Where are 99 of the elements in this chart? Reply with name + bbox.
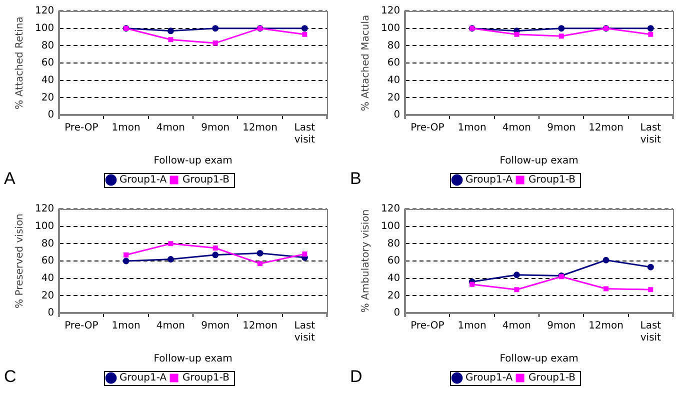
y-tick-label: 60 <box>41 256 54 267</box>
x-tick-label: 12mon <box>242 320 278 332</box>
x-tick-label: 12mon <box>588 122 624 134</box>
point <box>167 256 174 263</box>
point <box>514 32 520 37</box>
y-tick-label: 40 <box>41 272 54 284</box>
x-axis-title: Follow-up exam <box>500 354 578 365</box>
x-tick-label: 12mon <box>242 122 278 134</box>
y-tick-label: 0 <box>48 308 54 319</box>
y-tick-label: 20 <box>387 92 400 104</box>
x-tick-label: 1mon <box>112 122 140 134</box>
x-axis-title: Follow-up exam <box>154 156 232 167</box>
y-tick-label: 100 <box>380 22 400 34</box>
point <box>602 256 610 264</box>
point <box>124 252 129 258</box>
legend-label: Group1-A <box>466 372 513 384</box>
y-tick-label: 120 <box>34 6 54 17</box>
x-tick-label: 9mon <box>201 320 230 332</box>
y-tick-label: 40 <box>41 74 54 86</box>
point <box>212 25 219 32</box>
y-tick-label: 60 <box>387 58 400 69</box>
point <box>647 264 654 270</box>
point <box>212 40 218 46</box>
point <box>470 282 475 287</box>
x-tick-label: 4mon <box>502 320 531 332</box>
point <box>513 272 520 278</box>
point <box>648 32 654 37</box>
x-tick-label: Pre-OP <box>410 320 444 332</box>
point <box>258 261 263 266</box>
x-tick-label: Last visit <box>640 122 662 146</box>
text: C <box>4 367 16 387</box>
point <box>212 252 219 258</box>
y-axis-title: % Attached Macula <box>360 14 372 112</box>
legend-label: Group1-B <box>528 174 576 186</box>
point <box>168 37 174 42</box>
x-tick-label: 4mon <box>156 320 185 332</box>
y-tick-label: 0 <box>394 308 400 319</box>
point <box>212 245 218 251</box>
legend-label: Group1-A <box>120 372 167 384</box>
y-tick-label: 40 <box>387 74 400 86</box>
legend-label: Group1-B <box>182 174 230 186</box>
x-axis-title: Follow-up exam <box>500 156 578 167</box>
point <box>168 241 174 246</box>
x-tick-label: 9mon <box>547 122 576 134</box>
y-tick-label: 120 <box>380 204 400 215</box>
x-tick-label: Last visit <box>640 320 662 344</box>
y-tick-label: 0 <box>394 110 400 121</box>
legend-label: Group1-A <box>120 174 167 186</box>
x-tick-label: Last visit <box>294 122 316 146</box>
y-tick-label: 60 <box>41 58 54 69</box>
x-tick-label: Pre-OP <box>410 122 444 134</box>
text: D <box>350 367 362 387</box>
y-tick-label: 60 <box>387 256 400 267</box>
x-tick-label: 1mon <box>458 122 486 134</box>
point <box>648 287 654 292</box>
y-tick-label: 80 <box>41 40 54 52</box>
y-tick-label: 120 <box>380 6 400 17</box>
legend-label: Group1-B <box>182 372 230 384</box>
x-axis-title: Follow-up exam <box>154 354 232 365</box>
point <box>302 32 308 37</box>
y-tick-label: 120 <box>34 204 54 215</box>
x-tick-label: 4mon <box>502 122 531 134</box>
x-tick-label: Last visit <box>294 320 316 344</box>
point <box>122 258 130 264</box>
point <box>302 252 308 257</box>
y-tick-label: 20 <box>41 290 54 302</box>
x-tick-label: Pre-OP <box>64 122 98 134</box>
point <box>558 25 565 32</box>
y-tick-label: 100 <box>380 220 400 232</box>
point <box>301 25 308 32</box>
text: B <box>350 169 362 189</box>
text: A <box>4 169 16 189</box>
y-tick-label: 80 <box>387 238 400 250</box>
legend-label: Group1-B <box>528 372 576 384</box>
point <box>514 287 520 292</box>
y-axis-title: % Preserved vision <box>14 214 26 308</box>
y-tick-label: 100 <box>34 220 54 232</box>
y-tick-label: 100 <box>34 22 54 34</box>
point <box>256 250 264 256</box>
x-tick-label: 1mon <box>112 320 140 332</box>
point <box>647 25 654 32</box>
y-tick-label: 40 <box>387 272 400 284</box>
y-tick-label: 80 <box>387 40 400 52</box>
y-axis-title: % Attached Retina <box>14 16 26 110</box>
legend-label: Group1-A <box>466 174 513 186</box>
x-tick-label: 4mon <box>156 122 185 134</box>
y-tick-label: 80 <box>41 238 54 250</box>
y-tick-label: 20 <box>387 290 400 302</box>
x-tick-label: 9mon <box>547 320 576 332</box>
point <box>604 286 609 292</box>
point <box>558 34 564 39</box>
x-tick-label: 9mon <box>201 122 230 134</box>
x-tick-label: Pre-OP <box>64 320 98 332</box>
x-tick-label: 1mon <box>458 320 486 332</box>
y-tick-label: 0 <box>48 110 54 121</box>
x-tick-label: 12mon <box>588 320 624 332</box>
y-axis-title: % Ambulatory vision <box>360 209 372 313</box>
y-tick-label: 20 <box>41 92 54 104</box>
point <box>167 28 174 34</box>
